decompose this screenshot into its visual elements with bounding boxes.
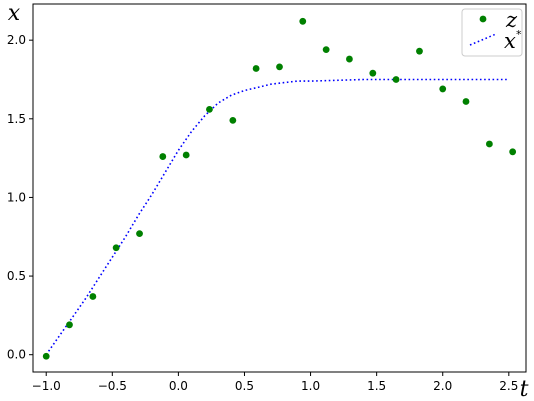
data-point-z (485, 140, 493, 148)
data-point-z (182, 151, 190, 159)
y-tick-label: 2.0 (7, 33, 26, 47)
y-tick-label: 1.5 (7, 112, 26, 126)
plot-area (32, 3, 527, 373)
legend-label-xstar: x (504, 29, 516, 53)
data-point-z (89, 293, 97, 300)
y-tick-label: 0.5 (7, 269, 26, 283)
data-point-z (392, 76, 400, 83)
data-point-z (322, 46, 330, 54)
data-point-z (369, 69, 377, 77)
x-tick-label: 1.5 (367, 379, 386, 393)
data-point-z (439, 85, 447, 93)
y-ticks: 0.0 0.5 1.0 1.5 2.0 (7, 33, 33, 362)
x-axis-title: t (520, 377, 529, 401)
x-tick-label: 0.5 (235, 379, 254, 393)
x-ticks: −1.0 −0.5 0.0 0.5 1.0 1.5 2.0 2.5 (32, 372, 518, 393)
data-point-z (509, 148, 517, 156)
legend-label-xstar-superscript: * (516, 28, 522, 41)
data-point-z (66, 321, 73, 329)
legend-line-sample (469, 33, 497, 46)
y-tick-label: 1.0 (7, 190, 26, 204)
data-point-z (229, 116, 237, 124)
series-line-xstar (45, 78, 509, 356)
data-point-z (252, 65, 260, 72)
series-layer (42, 17, 517, 360)
data-point-z (159, 153, 167, 160)
x-tick-label: 1.0 (301, 379, 320, 393)
legend-box (461, 8, 523, 57)
legend-line-xstar (469, 33, 497, 46)
legend-marker-z (479, 15, 487, 23)
data-point-z (462, 98, 470, 105)
data-point-z (346, 55, 353, 63)
data-point-z (276, 63, 283, 71)
x-tick-label: 0.0 (169, 379, 188, 393)
data-point-z (206, 105, 213, 113)
y-tick-label: 0.0 (7, 348, 26, 362)
x-tick-label: −1.0 (32, 379, 61, 393)
legend-label-z: z (505, 8, 518, 32)
data-point-z (299, 17, 307, 25)
x-tick-label: −0.5 (98, 379, 127, 393)
data-point-z (416, 47, 423, 55)
data-point-z (42, 352, 50, 360)
x-tick-label: 2.0 (433, 379, 452, 393)
legend: z x * (461, 8, 523, 57)
y-axis-title: x (8, 1, 21, 26)
data-point-z (112, 244, 120, 252)
data-point-z (136, 230, 143, 238)
x-tick-label: 2.5 (499, 379, 518, 393)
